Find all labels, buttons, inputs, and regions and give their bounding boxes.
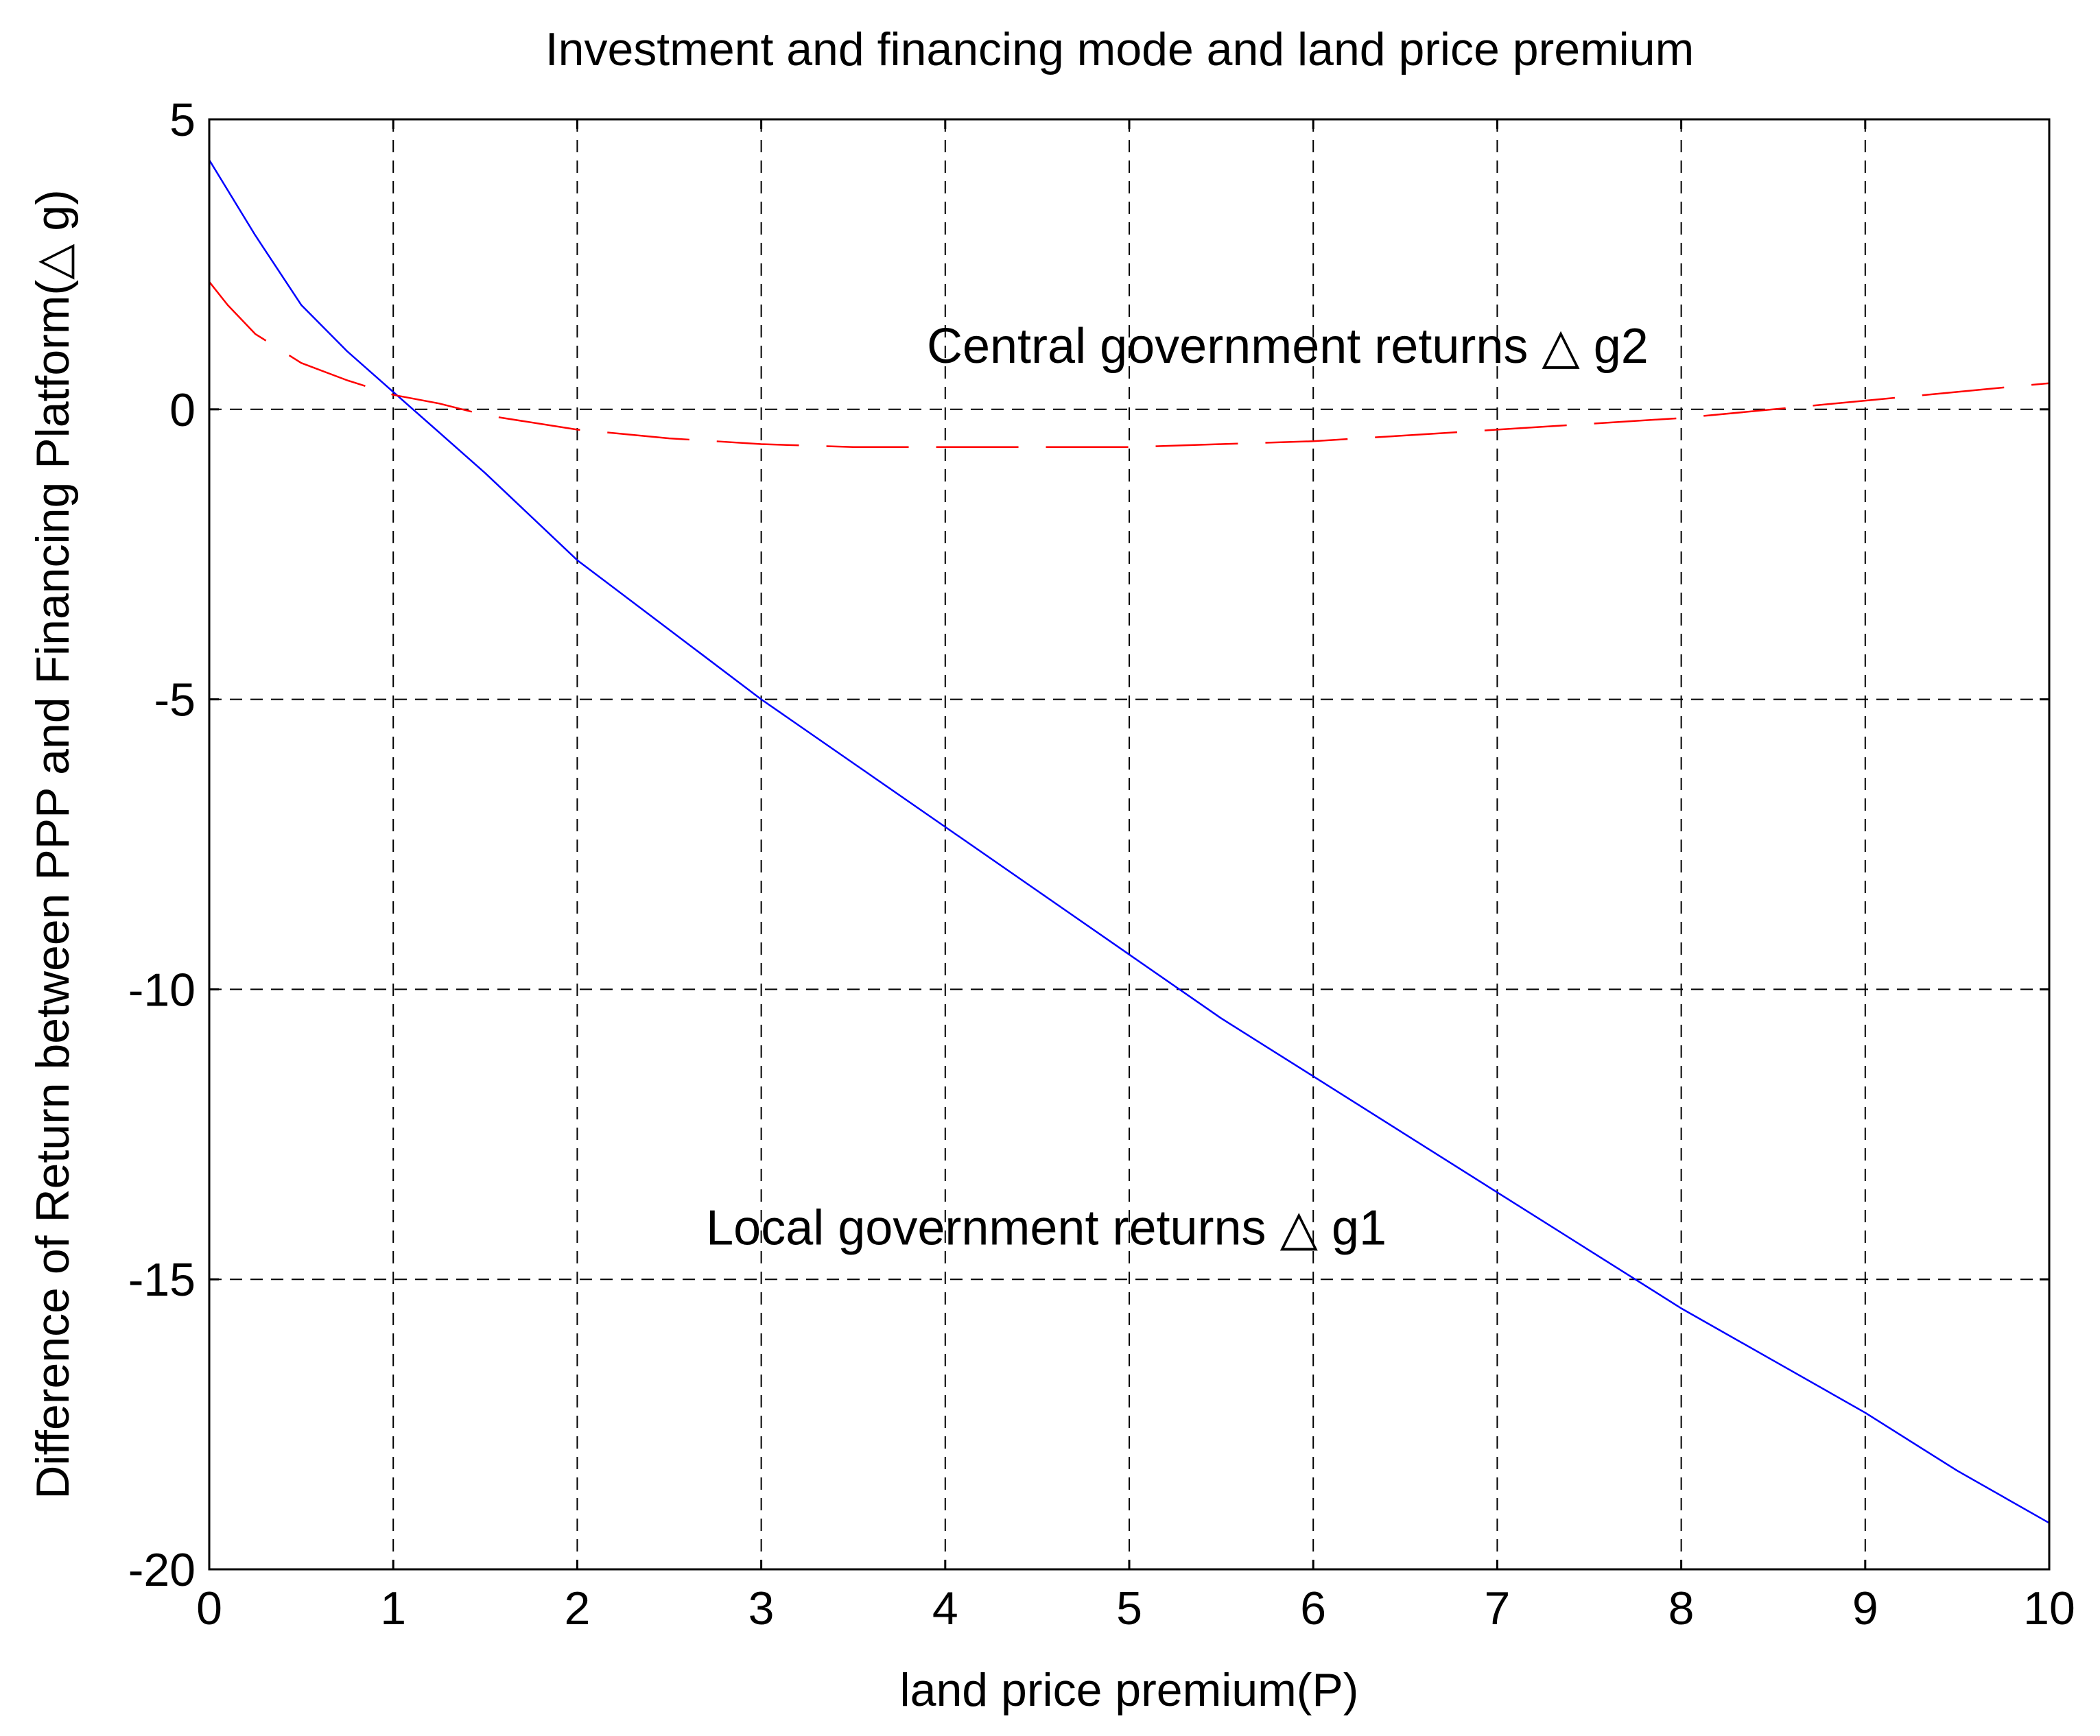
series-layer — [208, 159, 2050, 1524]
y-tick-label: -15 — [128, 1254, 196, 1306]
x-tick-label: 0 — [196, 1582, 222, 1634]
y-tick-label: -5 — [154, 674, 196, 726]
x-tick-label: 7 — [1484, 1582, 1510, 1634]
y-tick-label: -20 — [128, 1544, 196, 1596]
x-axis-label: land price premium(P) — [900, 1664, 1359, 1716]
y-axis-label: Difference of Return between PPP and Fin… — [27, 189, 79, 1499]
y-tick-label: 0 — [169, 384, 196, 436]
x-tick-label: 2 — [564, 1582, 590, 1634]
annotation-label: Central government returns △ g2 — [927, 319, 1649, 374]
grid-lines — [209, 119, 2049, 1569]
series-line-central-g2 — [209, 281, 2050, 449]
x-tick-label: 10 — [2023, 1582, 2075, 1634]
y-tick-label: -10 — [128, 964, 196, 1016]
x-tick-label: 4 — [932, 1582, 958, 1634]
x-tick-label: 9 — [1852, 1582, 1878, 1634]
annotations: Central government returns △ g2 Local gov… — [706, 319, 1649, 1255]
x-tick-label: 5 — [1116, 1582, 1142, 1634]
x-tick-label: 6 — [1300, 1582, 1326, 1634]
chart-title: Investment and financing mode and land p… — [545, 23, 1695, 75]
axis-ticks: 0 1 2 3 4 5 6 7 8 9 10 5 0 -5 -10 -15 -20 — [128, 94, 2075, 1634]
series-line-local-g1 — [208, 159, 2050, 1524]
x-tick-label: 1 — [380, 1582, 406, 1634]
x-tick-label: 3 — [748, 1582, 775, 1634]
annotation-label: Local government returns △ g1 — [706, 1200, 1387, 1255]
y-tick-label: 5 — [169, 94, 196, 146]
x-tick-label: 8 — [1668, 1582, 1695, 1634]
